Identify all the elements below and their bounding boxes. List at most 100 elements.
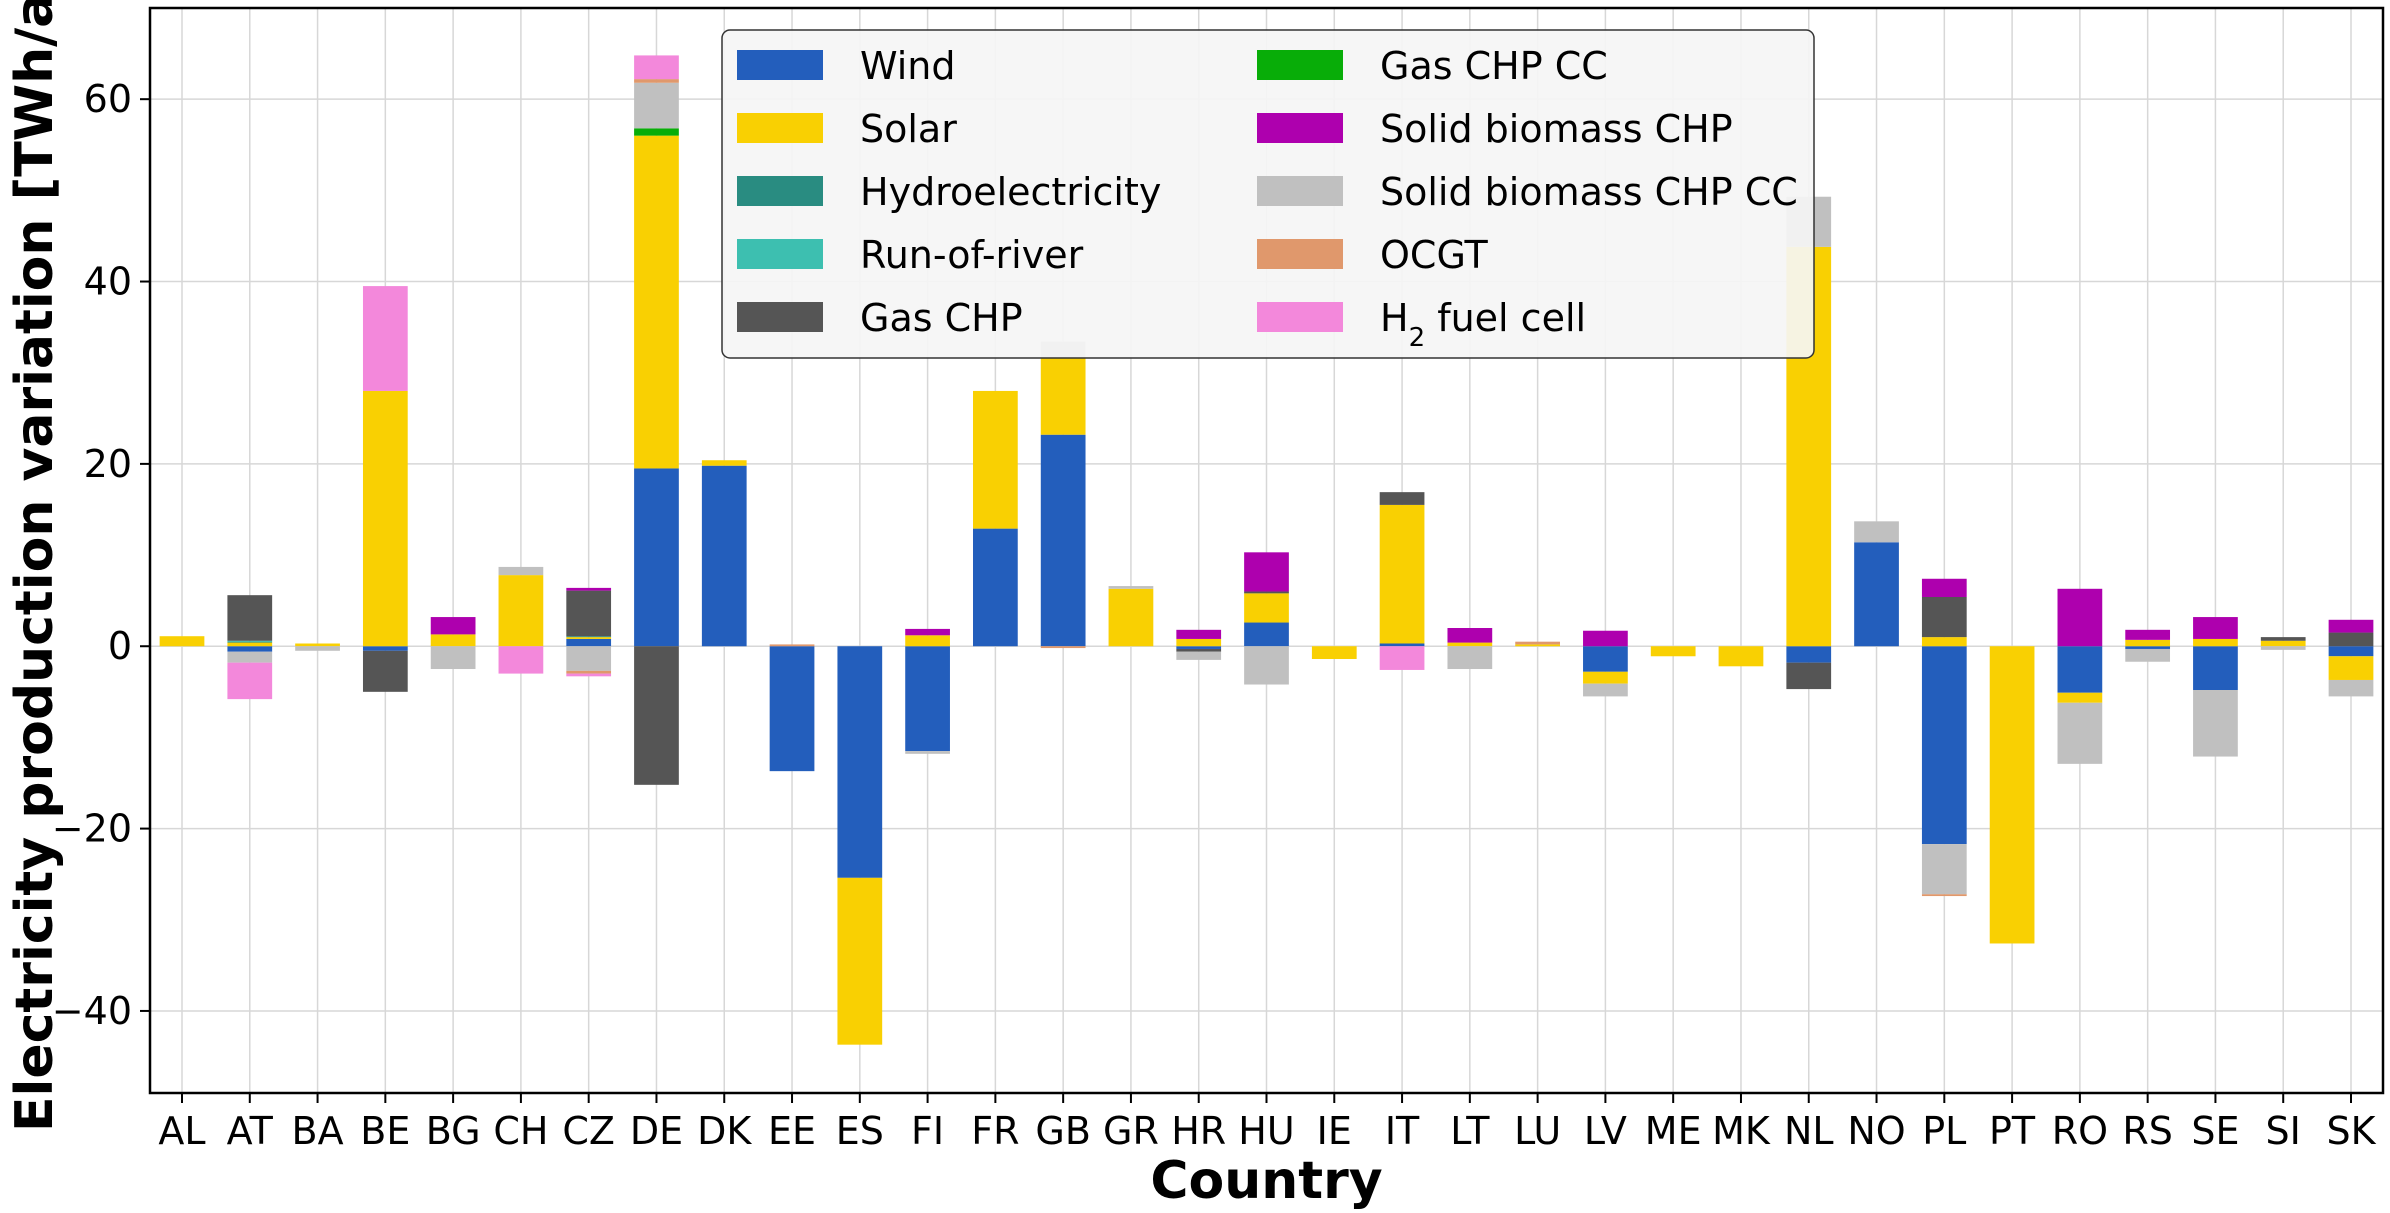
bar-es-solar: [837, 877, 883, 1045]
y-axis-label: Electricity production variation [TWh/a]: [5, 0, 65, 1132]
x-tick-label-gb: GB: [1035, 1109, 1091, 1153]
bar-it-solar: [1379, 504, 1425, 644]
bar-gr-solar: [1108, 588, 1154, 647]
legend-swatch: [737, 50, 823, 80]
bar-ro-solid-biomass-chp: [2057, 588, 2103, 647]
bar-fr-solar: [973, 390, 1018, 529]
bar-cz-solid-biomass-chp: [566, 587, 612, 591]
x-tick-label-be: BE: [360, 1109, 410, 1153]
legend-item-run-of-river: Run-of-river: [737, 233, 1084, 277]
x-tick-label-fr: FR: [971, 1109, 1019, 1153]
bar-at-hydroelectricity: [227, 641, 273, 643]
bar-se-solid-biomass-chp: [2193, 617, 2238, 639]
bars: [159, 55, 2374, 1045]
bar-lt-solid-biomass-chp: [1447, 628, 1493, 643]
x-tick-label-ba: BA: [292, 1109, 344, 1153]
x-tick-label-es: ES: [836, 1109, 884, 1153]
bar-de-wind: [634, 468, 679, 647]
bar-lv-wind: [1583, 646, 1628, 672]
bar-cz-h-2-fuel-cell: [566, 673, 612, 677]
bar-hr-gas-chp: [1176, 648, 1222, 652]
bar-no-solid-biomass-chp-cc: [1854, 521, 1899, 543]
legend-swatch: [1257, 176, 1343, 206]
legend-swatch: [737, 239, 823, 269]
bar-at-gas-chp: [227, 595, 273, 641]
legend-label: Run-of-river: [860, 233, 1084, 277]
bar-ch-solar: [498, 575, 544, 647]
bar-it-h-2-fuel-cell: [1379, 646, 1425, 670]
legend-label: Wind: [860, 44, 956, 88]
bar-cz-gas-chp: [566, 590, 612, 637]
x-tick-label-it: IT: [1385, 1109, 1420, 1153]
legend-swatch: [1257, 239, 1343, 269]
bar-de-solid-biomass-chp-cc: [634, 82, 679, 129]
x-tick-label-hu: HU: [1238, 1109, 1294, 1153]
bar-nl-wind: [1786, 646, 1832, 663]
bar-fr-wind: [973, 528, 1018, 647]
legend-label: Hydroelectricity: [860, 170, 1161, 214]
bar-rs-wind: [2125, 646, 2171, 649]
bar-ro-solar: [2057, 692, 2103, 703]
bar-me-solar: [1650, 646, 1696, 657]
bar-ro-solid-biomass-chp-cc: [2057, 702, 2103, 764]
bar-pl-ocgt: [1921, 894, 1967, 897]
x-tick-label-ch: CH: [493, 1109, 548, 1153]
x-tick-label-sk: SK: [2326, 1109, 2376, 1153]
legend-item-solid-biomass-chp: Solid biomass CHP: [1257, 107, 1733, 151]
x-tick-label-mk: MK: [1712, 1109, 1771, 1153]
bar-cz-solid-biomass-chp-cc: [566, 646, 612, 671]
x-axis-label: Country: [1150, 1151, 1382, 1211]
x-tick-label-dk: DK: [697, 1109, 752, 1153]
legend-swatch: [1257, 302, 1343, 332]
legend-label: Gas CHP: [860, 296, 1023, 340]
bar-lu-solar: [1515, 644, 1560, 647]
bar-se-wind: [2193, 646, 2238, 690]
bar-hu-solid-biomass-chp: [1244, 552, 1289, 592]
bar-at-run-of-river: [227, 640, 273, 642]
bar-si-solar: [2260, 640, 2306, 647]
bar-pl-gas-chp: [1921, 597, 1967, 638]
bar-at-h-2-fuel-cell: [227, 662, 273, 700]
bar-hr-wind: [1176, 646, 1222, 649]
bar-lt-solar: [1447, 642, 1493, 647]
bar-hr-solid-biomass-chp-cc: [1176, 651, 1222, 660]
bar-gr-solid-biomass-chp-cc: [1108, 586, 1154, 589]
bar-hr-solar: [1176, 638, 1222, 647]
bar-lu-ocgt: [1515, 641, 1560, 645]
x-tick-label-bg: BG: [426, 1109, 481, 1153]
bar-at-solar: [227, 642, 273, 647]
bar-hr-solid-biomass-chp: [1176, 629, 1222, 639]
bar-be-h-2-fuel-cell: [362, 286, 408, 391]
x-tick-label-lu: LU: [1514, 1109, 1561, 1153]
x-tick-label-de: DE: [630, 1109, 683, 1153]
bar-pl-solid-biomass-chp-cc: [1921, 844, 1967, 895]
bar-fi-solid-biomass-chp-cc: [905, 751, 950, 754]
bar-ee-wind: [769, 646, 815, 772]
legend-item-solar: Solar: [737, 107, 957, 151]
bar-fi-solid-biomass-chp: [905, 628, 950, 636]
bar-ba-solid-biomass-chp-cc: [295, 646, 340, 651]
x-tick-label-se: SE: [2191, 1109, 2239, 1153]
bar-hu-wind: [1244, 622, 1289, 647]
bar-de-h-2-fuel-cell: [634, 55, 679, 80]
bar-de-gas-chp: [634, 646, 679, 785]
legend-item-solid-biomass-chp-cc: Solid biomass CHP CC: [1257, 170, 1798, 214]
bar-sk-solar: [2328, 656, 2374, 680]
bar-gb-solar: [1040, 357, 1086, 435]
bar-rs-solid-biomass-chp-cc: [2125, 648, 2171, 662]
x-tick-label-ro: RO: [2052, 1109, 2108, 1153]
legend-item-hydroelectricity: Hydroelectricity: [737, 170, 1161, 214]
x-tick-label-pl: PL: [1922, 1109, 1966, 1153]
bar-de-ocgt: [634, 79, 679, 83]
bar-be-gas-chp: [362, 650, 408, 692]
y-tick-label: −40: [52, 989, 132, 1033]
bar-bg-solid-biomass-chp-cc: [430, 646, 476, 670]
legend: Wind Solar Hydroelectricity Run-of-river Gas…: [721, 29, 1815, 359]
legend-label: Solid biomass CHP: [1380, 107, 1733, 151]
legend-item-gas-chp-cc: Gas CHP CC: [1257, 44, 1608, 88]
x-tick-label-lt: LT: [1450, 1109, 1490, 1153]
bar-sk-solid-biomass-chp-cc: [2328, 679, 2374, 697]
bar-dk-solar: [701, 460, 747, 466]
bar-de-solar: [634, 135, 679, 469]
bar-at-wind: [227, 646, 273, 652]
